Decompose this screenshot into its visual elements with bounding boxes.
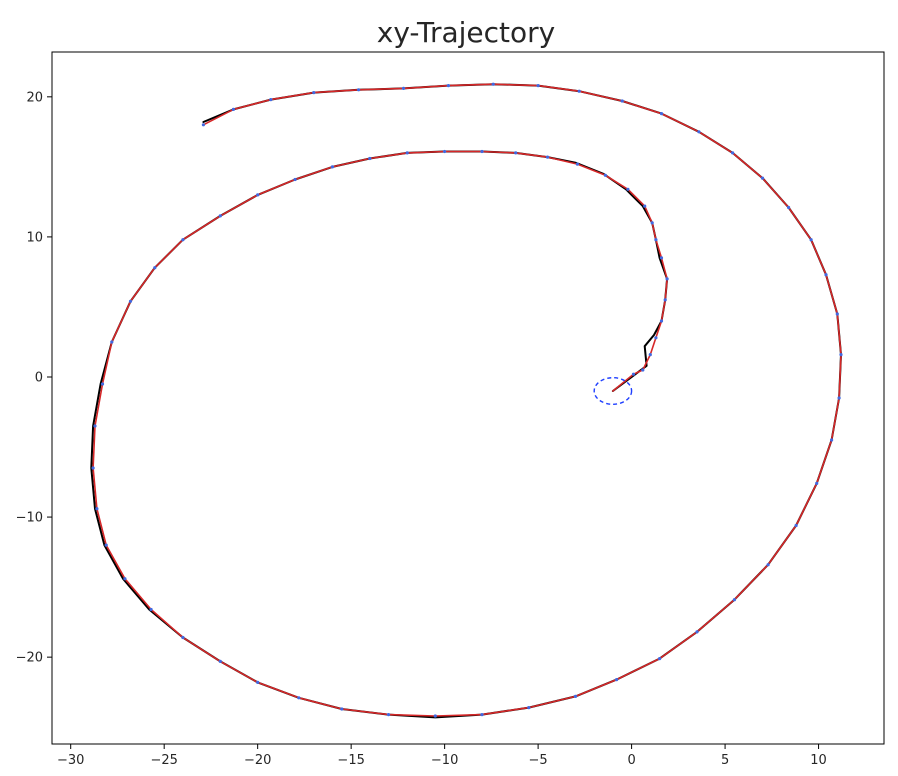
trajectory-point	[110, 340, 114, 344]
trajectory-point	[577, 89, 581, 93]
trajectory-point	[480, 149, 484, 154]
trajectory-point	[643, 204, 647, 208]
y-tick-label: −10	[16, 511, 43, 526]
trajectory-point	[401, 86, 406, 90]
trajectory-point	[663, 298, 667, 302]
trajectory-point	[766, 563, 770, 567]
x-tick-label: −20	[244, 753, 271, 768]
trajectory-point	[368, 156, 372, 161]
trajectory-point	[837, 396, 841, 400]
chart-title: xy-Trajectory	[377, 16, 555, 49]
trajectory-point	[573, 694, 578, 699]
axes: −30 −25 −20 −15 −10 −5 0 5 10 −20 −10 0 10 20	[16, 51, 885, 768]
x-tick-label: −15	[337, 753, 364, 768]
y-tick-label: 20	[26, 90, 43, 105]
trajectory-point	[824, 273, 828, 277]
trajectory-point	[620, 99, 624, 103]
x-tick-label: −25	[150, 753, 177, 768]
x-tick-label: −5	[529, 753, 548, 768]
trajectory-point	[527, 706, 531, 710]
trajectory-point	[443, 149, 447, 154]
trajectory-point	[153, 266, 157, 270]
trajectory-point	[104, 543, 108, 547]
trajectory-point	[91, 466, 95, 470]
x-tick-label: 5	[721, 753, 729, 768]
trajectory-point	[218, 659, 222, 664]
ground-truth-line	[90, 83, 842, 719]
trajectory-point	[269, 98, 273, 102]
trajectory-point	[100, 382, 105, 386]
trajectory-point	[386, 713, 391, 717]
plot-frame	[51, 51, 885, 745]
x-tick-label: 10	[810, 753, 827, 768]
trajectory-point	[626, 187, 630, 191]
trajectory-point	[231, 107, 235, 111]
trajectory-point	[357, 88, 361, 92]
trajectory-point	[93, 424, 97, 428]
trajectory-point	[149, 607, 153, 612]
trajectory-point	[665, 277, 669, 281]
start-marker	[593, 376, 633, 405]
x-tick-label: −10	[431, 753, 458, 768]
trajectory-point	[697, 130, 701, 134]
trajectory-point	[340, 707, 344, 711]
trajectory-point	[787, 205, 791, 210]
trajectory-point	[603, 173, 608, 177]
trajectory-point	[330, 165, 334, 169]
trajectory-point	[809, 238, 813, 242]
x-tick-label: −30	[57, 753, 84, 768]
trajectory-point	[575, 162, 580, 166]
y-tick-label: 0	[35, 370, 43, 385]
plot-area	[90, 82, 843, 719]
trajectory-point	[648, 353, 652, 357]
trajectory-point	[128, 299, 133, 303]
trajectory-point	[312, 91, 316, 95]
trajectory-point	[615, 678, 619, 682]
trajectory-point	[181, 238, 185, 242]
trajectory-point	[815, 481, 819, 485]
trajectory-point	[631, 372, 636, 376]
trajectory-point	[695, 630, 699, 634]
trajectory-point	[514, 151, 518, 155]
trajectory-point	[659, 256, 664, 260]
trajectory-point	[536, 84, 540, 88]
trajectory-point	[446, 84, 450, 88]
trajectory-point	[256, 680, 260, 685]
trajectory-point	[201, 123, 205, 127]
y-tick-label: −20	[16, 651, 43, 666]
trajectory-point	[659, 112, 664, 116]
trajectory-point	[659, 319, 664, 323]
trajectory-point	[658, 657, 662, 661]
trajectory-point	[839, 353, 843, 357]
trajectory-point	[480, 713, 484, 717]
estimate-line	[92, 83, 842, 717]
y-tick-label: 10	[26, 230, 43, 245]
trajectory-point	[731, 151, 735, 155]
x-tick-label: 0	[627, 753, 635, 768]
trajectory-point	[830, 438, 834, 442]
trajectory-point	[545, 155, 550, 159]
trajectory-point	[95, 507, 99, 511]
trajectory-point	[835, 312, 839, 316]
trajectory-point	[433, 714, 437, 718]
trajectory-point	[218, 214, 222, 218]
trajectory-point	[654, 238, 658, 242]
trajectory-point	[293, 177, 297, 182]
trajectory-point	[123, 577, 127, 581]
trajectory-point	[794, 523, 798, 528]
trajectory-point	[650, 221, 654, 225]
trajectory-point	[654, 336, 658, 340]
trajectory-point	[491, 82, 495, 86]
trajectory-point	[732, 598, 737, 602]
trajectory-point	[641, 368, 645, 372]
trajectory-point	[181, 635, 185, 640]
trajectory-point	[297, 696, 301, 700]
trajectory-point	[256, 193, 260, 197]
trajectory-point	[405, 151, 409, 155]
trajectory-point	[760, 176, 765, 180]
